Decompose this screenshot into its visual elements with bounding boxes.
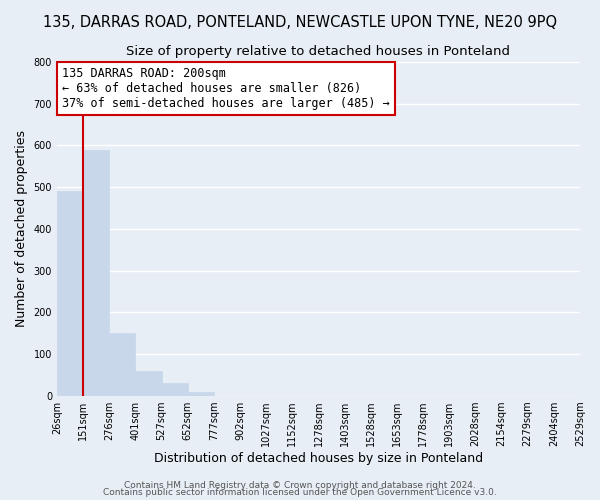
Text: 135 DARRAS ROAD: 200sqm
← 63% of detached houses are smaller (826)
37% of semi-d: 135 DARRAS ROAD: 200sqm ← 63% of detache…	[62, 67, 390, 110]
Bar	[161, 384, 188, 396]
Bar	[188, 392, 214, 396]
Bar	[83, 150, 109, 396]
Y-axis label: Number of detached properties: Number of detached properties	[15, 130, 28, 328]
Text: Contains public sector information licensed under the Open Government Licence v3: Contains public sector information licen…	[103, 488, 497, 497]
Bar	[57, 192, 83, 396]
Text: Contains HM Land Registry data © Crown copyright and database right 2024.: Contains HM Land Registry data © Crown c…	[124, 480, 476, 490]
X-axis label: Distribution of detached houses by size in Ponteland: Distribution of detached houses by size …	[154, 452, 483, 465]
Text: 135, DARRAS ROAD, PONTELAND, NEWCASTLE UPON TYNE, NE20 9PQ: 135, DARRAS ROAD, PONTELAND, NEWCASTLE U…	[43, 15, 557, 30]
Title: Size of property relative to detached houses in Ponteland: Size of property relative to detached ho…	[127, 45, 511, 58]
Bar	[136, 371, 161, 396]
Bar	[109, 334, 136, 396]
